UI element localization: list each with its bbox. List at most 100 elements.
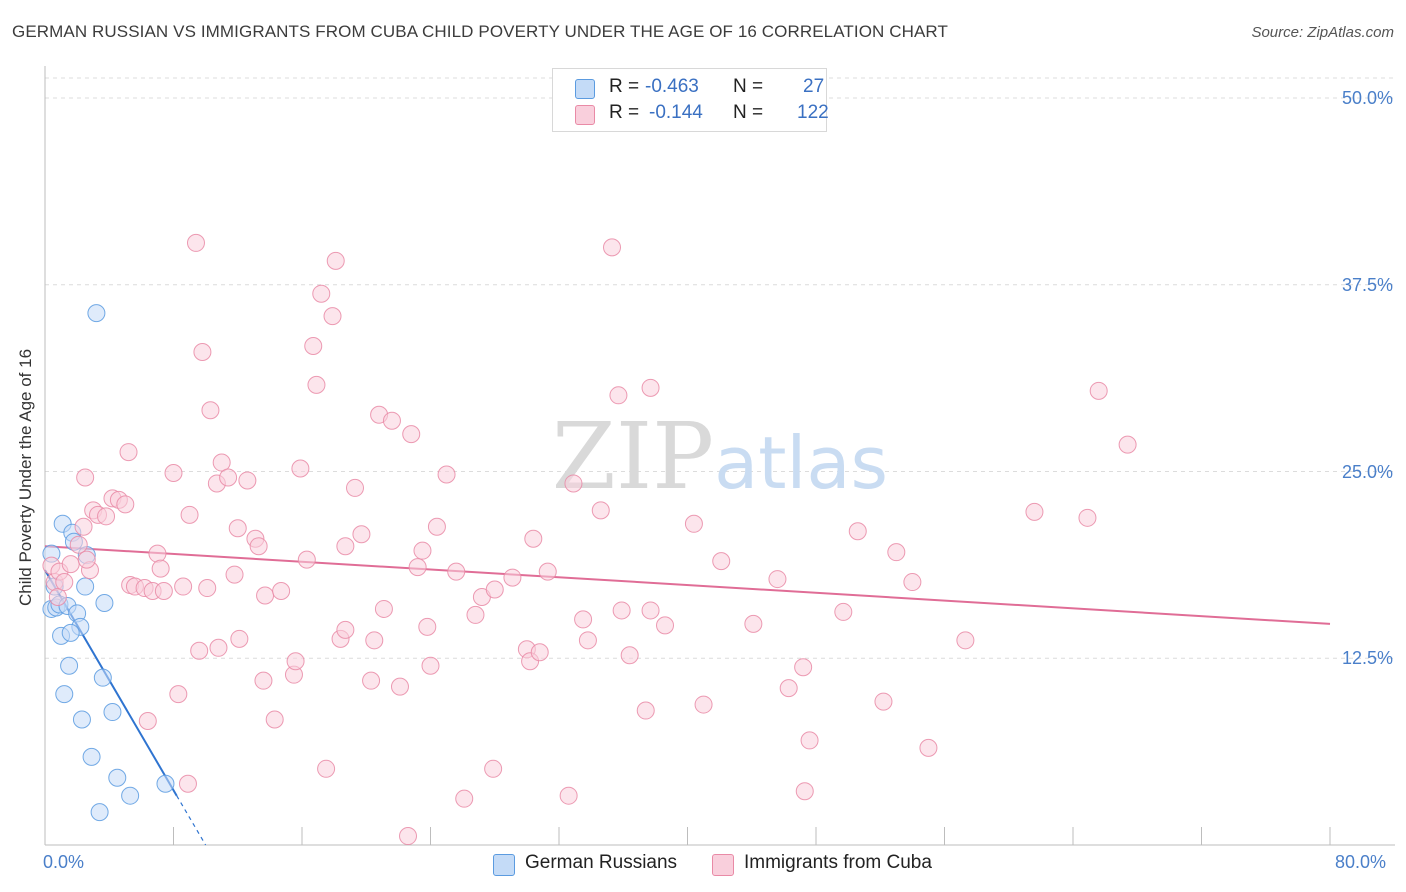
data-point	[455, 789, 474, 808]
data-point	[641, 378, 660, 397]
data-point	[156, 774, 175, 793]
data-point	[174, 577, 193, 596]
data-point	[564, 474, 583, 493]
data-point	[524, 529, 543, 548]
data-point	[437, 465, 456, 484]
data-point	[69, 535, 88, 554]
data-point	[87, 304, 106, 323]
series-1	[42, 233, 1137, 846]
data-point	[744, 614, 763, 633]
data-point	[919, 738, 938, 757]
data-point	[55, 685, 74, 704]
watermark: ZIPatlas	[552, 403, 888, 510]
data-point	[180, 505, 199, 524]
x-tick-min: 0.0%	[43, 852, 85, 872]
data-point	[90, 803, 109, 822]
data-point	[55, 573, 74, 592]
data-point	[402, 425, 421, 444]
data-point	[365, 631, 384, 650]
data-point	[447, 562, 466, 581]
data-point	[265, 710, 284, 729]
r-value: -0.144	[649, 102, 703, 123]
pink-swatch-icon	[575, 105, 595, 125]
data-point	[530, 643, 549, 662]
data-point	[93, 668, 112, 687]
data-point	[178, 774, 197, 793]
data-point	[684, 514, 703, 533]
data-point	[399, 827, 418, 846]
data-point	[712, 552, 731, 571]
data-point	[374, 599, 393, 618]
data-point	[317, 759, 336, 778]
data-point	[272, 582, 291, 601]
data-point	[212, 453, 231, 472]
data-point	[116, 495, 135, 514]
data-point	[72, 710, 91, 729]
data-point	[323, 307, 342, 326]
r-label: R =	[609, 102, 640, 123]
data-point	[484, 759, 503, 778]
data-point	[1089, 381, 1108, 400]
data-point	[186, 233, 205, 252]
data-point	[887, 543, 906, 562]
y-tick-label: 37.5%	[1341, 274, 1393, 295]
y-tick-label: 50.0%	[1341, 88, 1393, 108]
axes	[44, 66, 1395, 846]
data-point	[466, 605, 485, 624]
data-point	[108, 768, 127, 787]
data-point	[148, 544, 167, 563]
data-point	[413, 541, 432, 560]
data-point	[61, 555, 80, 574]
data-point	[656, 616, 675, 635]
data-point	[559, 786, 578, 805]
data-point	[297, 550, 316, 569]
data-point	[768, 570, 787, 589]
n-label: N =	[733, 76, 764, 97]
blue-swatch-icon	[575, 79, 595, 99]
data-point	[119, 443, 138, 462]
data-point	[352, 525, 371, 544]
trend-line-extension	[176, 795, 207, 846]
data-point	[485, 580, 504, 599]
data-point	[1025, 502, 1044, 521]
data-point	[60, 656, 79, 675]
data-point	[538, 562, 557, 581]
data-point	[304, 337, 323, 356]
data-point	[848, 522, 867, 541]
data-point	[620, 646, 639, 665]
data-point	[164, 463, 183, 482]
data-point	[48, 587, 67, 606]
x-tick-max: 80.0%	[1335, 852, 1387, 872]
data-point	[346, 478, 365, 497]
data-point	[574, 610, 593, 629]
y-tick-label: 12.5%	[1341, 648, 1393, 669]
data-point	[154, 582, 173, 601]
r-label: R =	[609, 76, 640, 97]
data-point	[641, 601, 660, 620]
data-point	[834, 602, 853, 621]
data-point	[336, 537, 355, 556]
data-point	[190, 641, 209, 660]
legend-label: German Russians	[525, 852, 678, 873]
data-point	[336, 620, 355, 639]
data-point	[636, 701, 655, 720]
data-point	[95, 593, 114, 612]
trend-lines	[44, 545, 1331, 846]
data-point	[362, 671, 381, 690]
blue-swatch-icon	[493, 854, 515, 876]
data-point	[219, 468, 238, 487]
data-point	[903, 573, 922, 592]
data-point	[169, 685, 188, 704]
data-point	[694, 695, 713, 714]
trend-line	[44, 545, 1331, 625]
data-point	[603, 238, 622, 257]
data-point	[121, 786, 140, 805]
r-value: -0.463	[645, 76, 699, 97]
data-point	[61, 623, 80, 642]
data-point	[230, 629, 249, 648]
data-point	[249, 537, 268, 556]
n-value: 27	[803, 76, 825, 97]
data-point	[408, 558, 427, 577]
data-point	[225, 565, 244, 584]
